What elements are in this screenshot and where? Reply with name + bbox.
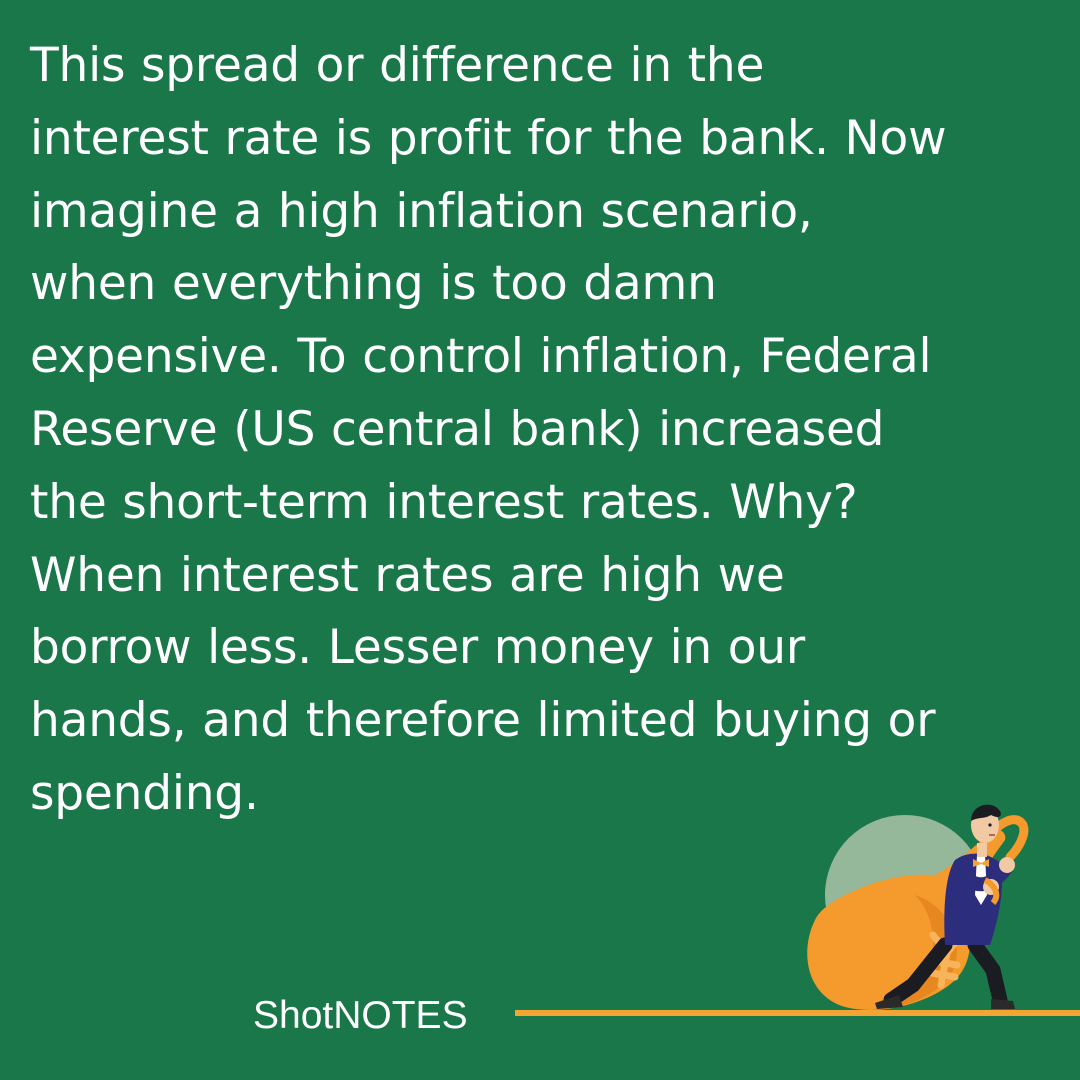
body-line: when everything is too damn [30,256,717,312]
body-line: expensive. To control inflation, Federal [30,329,932,385]
body-line: the short-term interest rates. Why? [30,474,858,530]
body-line: interest rate is profit for the bank. No… [30,110,947,166]
body-line: hands, and therefore limited buying or [30,693,936,749]
brand-name: ShotNOTES [253,994,468,1037]
body-line: spending. [30,765,259,821]
body-line: borrow less. Lesser money in our [30,620,806,676]
body-text: This spread or difference in the interes… [30,30,1060,831]
body-line: When interest rates are high we [30,547,785,603]
footer-divider-line [515,1010,1080,1016]
body-line: imagine a high inflation scenario, [30,183,813,239]
businessman-money-sack-illustration [795,795,1080,1025]
money-sack-icon [807,804,1029,1010]
body-line: This spread or difference in the [30,38,765,93]
body-line: Reserve (US central bank) increased [30,401,885,457]
